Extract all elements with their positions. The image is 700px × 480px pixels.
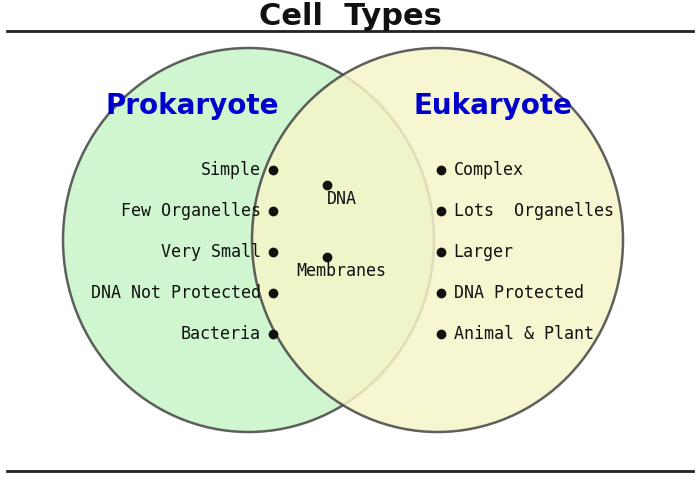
- Text: Simple: Simple: [201, 161, 261, 180]
- Text: DNA: DNA: [327, 190, 356, 208]
- Text: DNA Not Protected: DNA Not Protected: [91, 284, 261, 302]
- Text: Eukaryote: Eukaryote: [414, 92, 573, 120]
- Text: Very Small: Very Small: [161, 243, 261, 261]
- Text: Animal & Plant: Animal & Plant: [454, 324, 594, 343]
- Text: Cell  Types: Cell Types: [258, 2, 442, 31]
- Ellipse shape: [63, 48, 434, 432]
- Text: Membranes: Membranes: [297, 262, 386, 280]
- Text: Bacteria: Bacteria: [181, 324, 261, 343]
- Text: Complex: Complex: [454, 161, 524, 180]
- Text: Lots  Organelles: Lots Organelles: [454, 202, 614, 220]
- Text: Few Organelles: Few Organelles: [121, 202, 261, 220]
- Text: Larger: Larger: [454, 243, 514, 261]
- Ellipse shape: [252, 48, 623, 432]
- Text: DNA Protected: DNA Protected: [454, 284, 584, 302]
- Text: Prokaryote: Prokaryote: [106, 92, 279, 120]
